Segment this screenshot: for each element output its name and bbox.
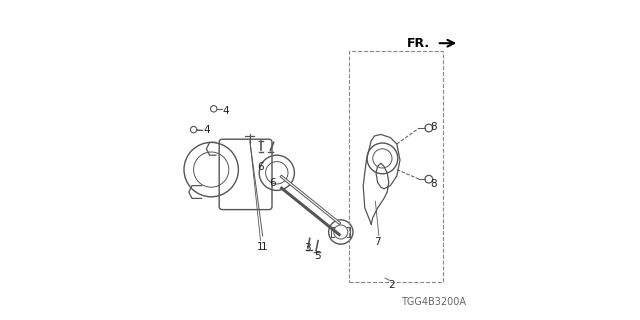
Text: 7: 7 [374,237,380,247]
Text: 4: 4 [223,106,229,116]
Text: FR.: FR. [407,37,430,50]
Text: 2: 2 [388,280,396,290]
Text: 5: 5 [314,251,321,261]
Text: 1: 1 [250,142,268,252]
Text: 8: 8 [430,179,436,189]
Text: 1: 1 [257,242,263,252]
Text: TGG4B3200A: TGG4B3200A [401,297,466,307]
Text: 4: 4 [204,125,210,135]
Text: 6: 6 [257,162,264,172]
Text: 6: 6 [269,178,276,188]
Text: 3: 3 [305,243,311,253]
Text: 8: 8 [430,122,436,132]
Bar [349,51,443,282]
